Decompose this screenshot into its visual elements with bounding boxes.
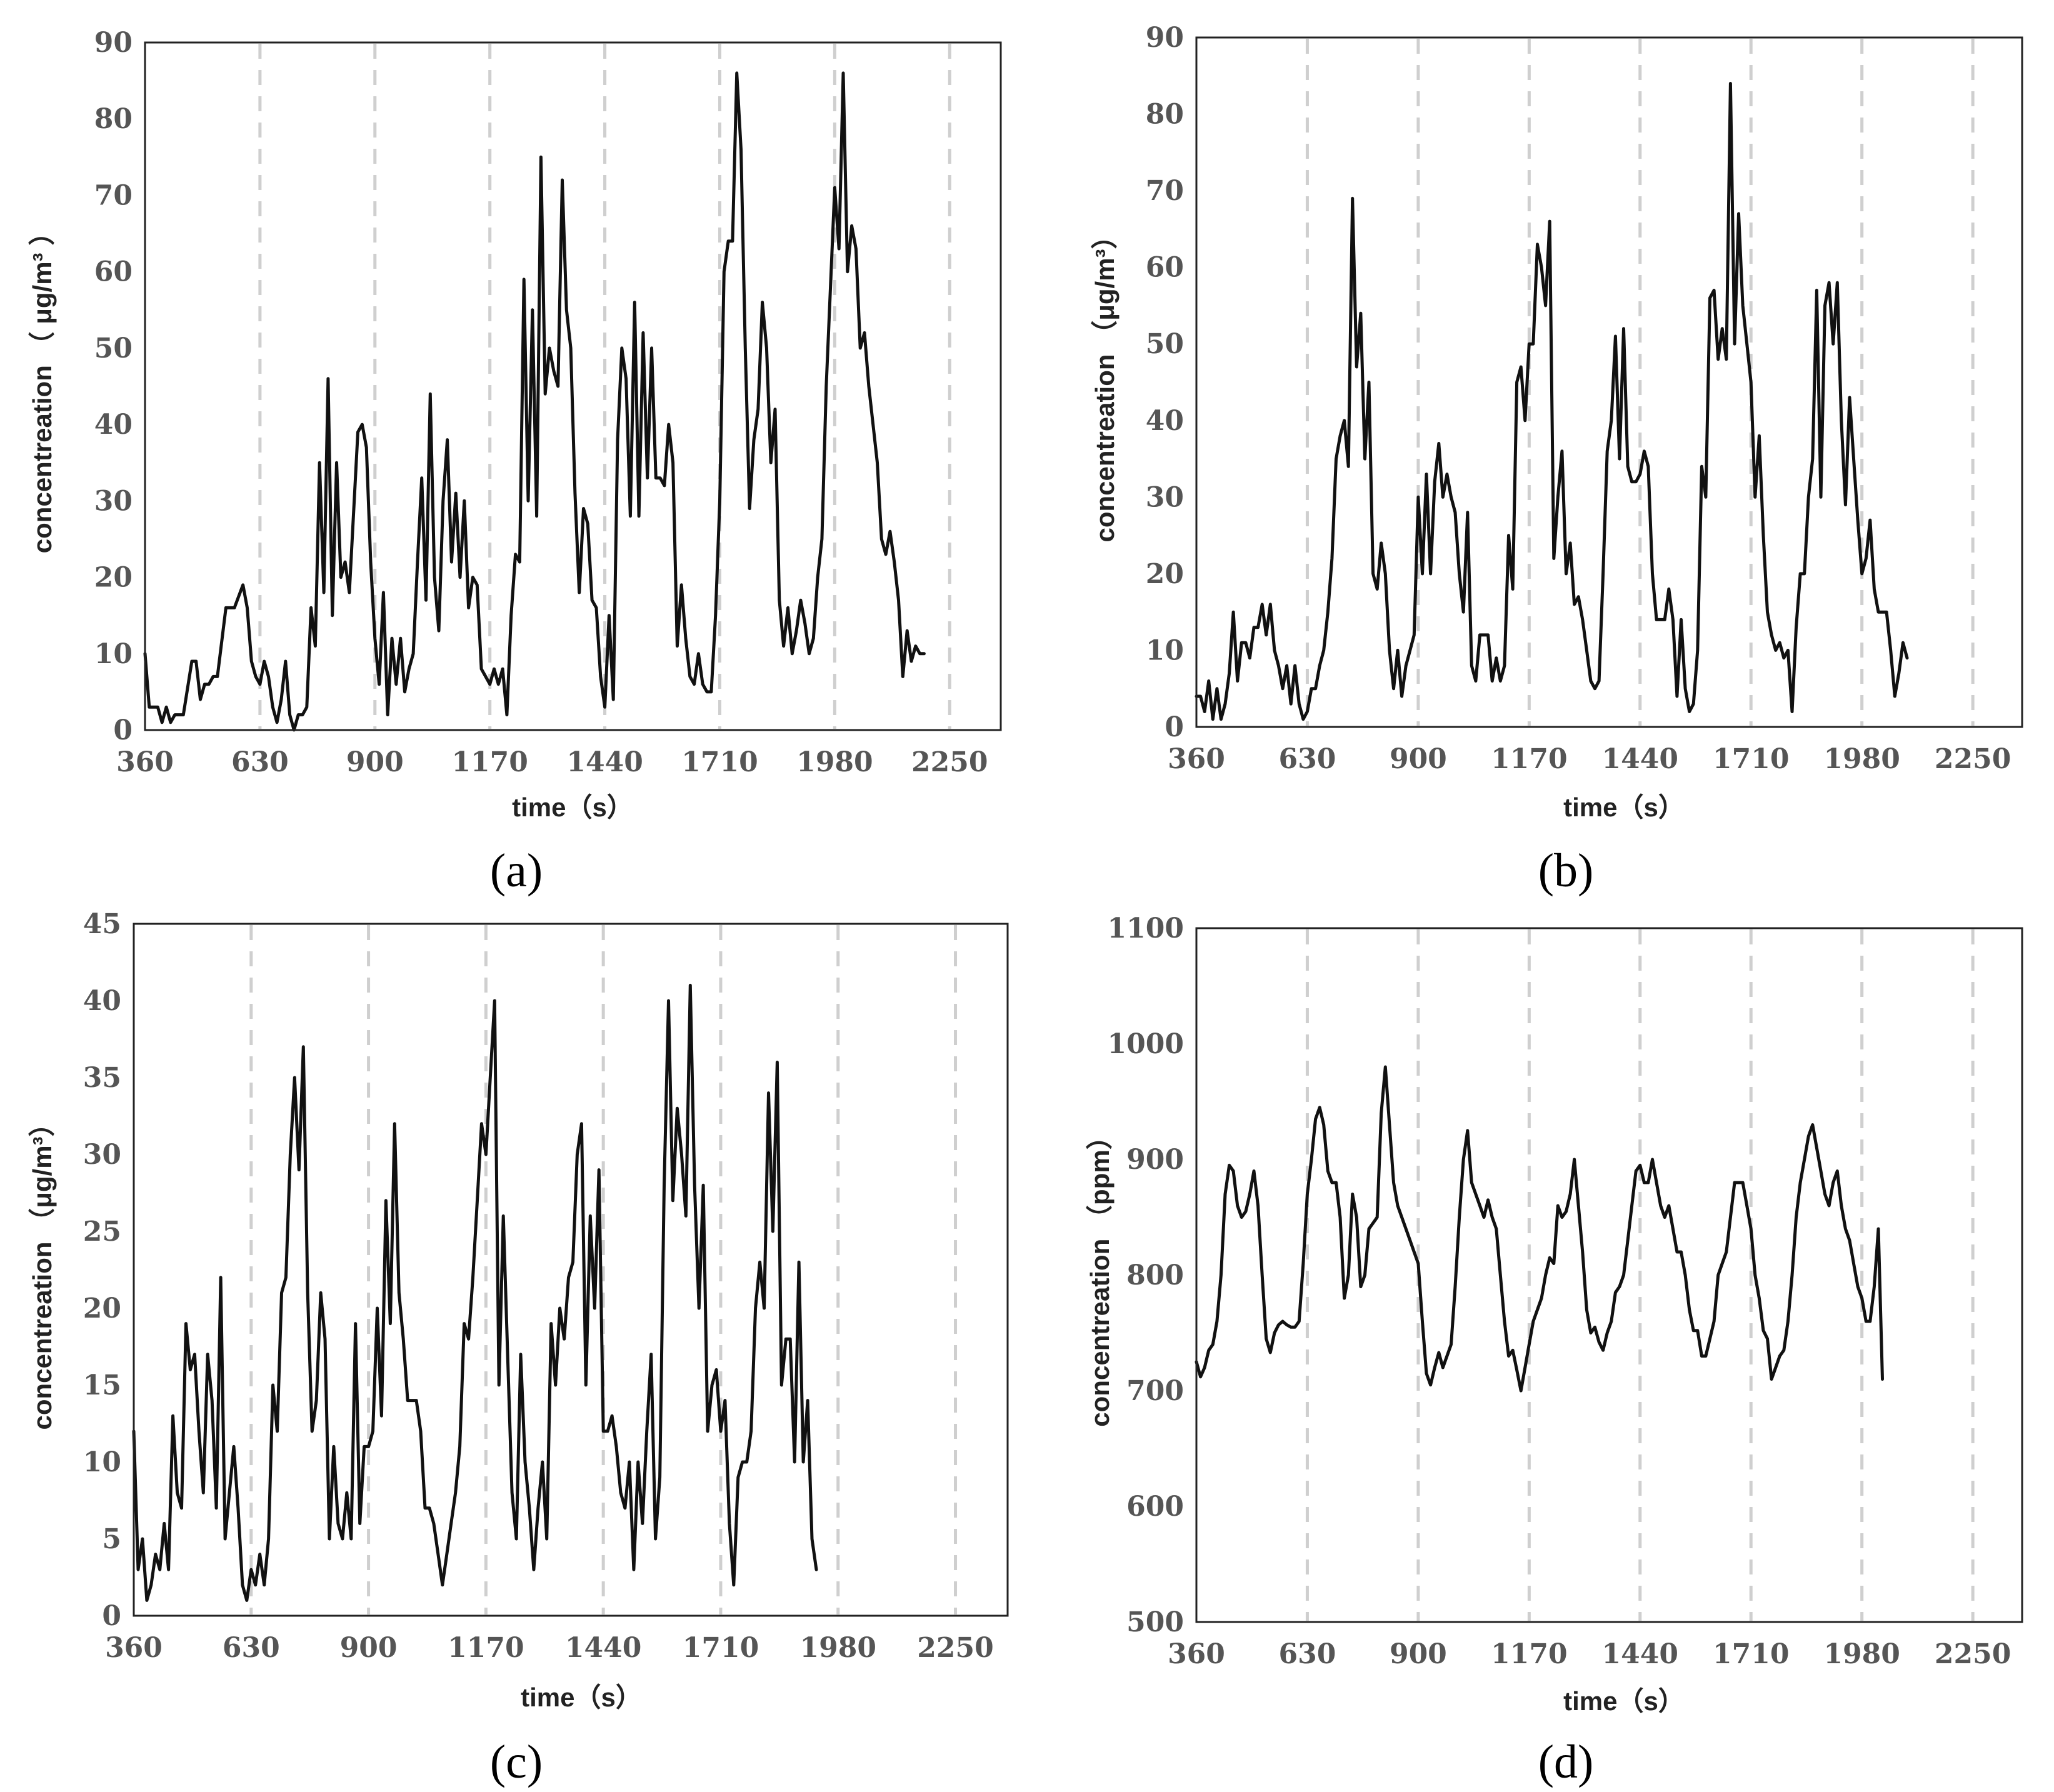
panel-a-xtick-2: 900 (346, 746, 404, 778)
panel-c-series-line (132, 983, 818, 1602)
panel-b-xtick-3: 1170 (1491, 743, 1567, 775)
panel-d-ytick-1: 600 (1126, 1491, 1184, 1523)
panel-a-ytick-0: 0 (113, 714, 133, 746)
panel-d-ytick-6: 1100 (1108, 913, 1184, 944)
panel-b-ytick-3: 30 (1146, 481, 1184, 513)
panel-b-ytick-9: 90 (1146, 22, 1184, 54)
panel-a-ytick-9: 90 (94, 27, 133, 59)
panel-a-ytick-8: 80 (94, 103, 133, 135)
panel-d-xtick-2: 900 (1390, 1638, 1447, 1670)
panel-c-xtick-0: 360 (105, 1632, 163, 1664)
panel-c-plot-frame (133, 923, 1009, 1617)
panel-d-xtick-5: 1710 (1713, 1638, 1789, 1670)
panel-d-ylabel: concentreation （ppm） (1085, 1123, 1115, 1426)
panel-d-label: (d) (1538, 1736, 1594, 1788)
panel-c-xlabel: time（s） (521, 1683, 642, 1712)
panel-d-ytick-0: 500 (1126, 1606, 1184, 1638)
panel-b: concentreation （μg/m³） time（s） (b) 360 63… (1090, 22, 2023, 897)
panel-d-ytick-3: 800 (1126, 1259, 1184, 1291)
panel-b-xtick-1: 630 (1279, 743, 1336, 775)
panel-b-xlabel: time（s） (1563, 793, 1685, 822)
panel-c-xtick-1: 630 (223, 1632, 280, 1664)
panel-d-xtick-3: 1170 (1491, 1638, 1567, 1670)
panel-c-xtick-4: 1440 (565, 1632, 641, 1664)
panel-b-plot-frame (1195, 36, 2023, 728)
panel-a: concentreation （ μg/m³ ） time（s） (a) 360… (28, 27, 1002, 897)
panel-c-ytick-3: 15 (83, 1369, 121, 1401)
panel-c-ylabel: concentreation （μg/m³） (28, 1110, 57, 1429)
panel-c-xtick-6: 1980 (800, 1632, 876, 1664)
panel-a-xtick-0: 360 (116, 746, 174, 778)
panel-a-ytick-4: 40 (94, 409, 133, 441)
panel-b-xtick-0: 360 (1168, 743, 1225, 775)
panel-a-ytick-5: 50 (94, 333, 133, 364)
panel-c-ytick-2: 10 (83, 1446, 121, 1478)
panel-d-ytick-5: 1000 (1108, 1028, 1184, 1060)
panel-d-xtick-0: 360 (1168, 1638, 1225, 1670)
panel-b-ytick-6: 60 (1146, 252, 1184, 284)
panel-a-ytick-6: 60 (94, 256, 133, 288)
panel-a-xtick-1: 630 (231, 746, 289, 778)
panel-a-xlabel: time（s） (512, 793, 633, 822)
panel-d-xtick-6: 1980 (1823, 1638, 1900, 1670)
panel-c-xtick-3: 1170 (448, 1632, 524, 1664)
panel-a-ylabel: concentreation （ μg/m³ ） (28, 219, 57, 553)
panel-d-series-line (1195, 1065, 1884, 1393)
panel-d-xtick-1: 630 (1279, 1638, 1336, 1670)
panel-d-xlabel: time（s） (1563, 1686, 1685, 1716)
panel-c-xtick-2: 900 (340, 1632, 398, 1664)
panel-b-series-line (1195, 82, 1909, 721)
panel-a-xtick-5: 1710 (681, 746, 758, 778)
panel-a-ytick-2: 20 (94, 562, 133, 594)
panel-b-label: (b) (1538, 844, 1594, 897)
panel-a-label: (a) (490, 844, 543, 897)
panel-d: concentreation （ppm） time（s） (d) 360 630 9… (1085, 913, 2023, 1788)
panel-b-xtick-4: 1440 (1602, 743, 1678, 775)
panel-b-xtick-5: 1710 (1713, 743, 1789, 775)
panel-c-ytick-0: 0 (102, 1600, 121, 1632)
panel-c-ytick-6: 30 (83, 1139, 121, 1171)
panel-c-xtick-5: 1710 (683, 1632, 759, 1664)
panel-c-ytick-5: 25 (83, 1216, 121, 1248)
panel-a-plot-frame (144, 41, 1002, 731)
panel-b-ytick-7: 70 (1146, 175, 1184, 207)
panel-c-label: (c) (490, 1736, 543, 1788)
panel-b-ytick-2: 20 (1146, 558, 1184, 590)
panel-a-series-line (143, 71, 926, 732)
panel-c-ytick-7: 35 (83, 1062, 121, 1094)
panel-b-ytick-0: 0 (1165, 711, 1184, 743)
panel-b-ytick-8: 80 (1146, 99, 1184, 131)
panel-b-xtick-2: 900 (1390, 743, 1447, 775)
panel-b-xtick-6: 1980 (1823, 743, 1900, 775)
panel-b-ytick-5: 50 (1146, 328, 1184, 360)
panel-d-xtick-4: 1440 (1602, 1638, 1678, 1670)
panel-a-xtick-6: 1980 (796, 746, 873, 778)
panel-c: concentreation （μg/m³） time（s） (c) 360 63… (28, 908, 1009, 1788)
panel-d-plot-frame (1195, 927, 2023, 1623)
panel-b-ytick-4: 40 (1146, 405, 1184, 437)
panel-d-xtick-7: 2250 (1935, 1638, 2011, 1670)
panel-c-xtick-7: 2250 (917, 1632, 993, 1664)
panel-a-ytick-1: 10 (94, 638, 133, 670)
panel-d-ytick-2: 700 (1126, 1375, 1184, 1407)
panel-c-ytick-9: 45 (83, 908, 121, 940)
panel-c-ytick-1: 5 (102, 1523, 121, 1555)
panel-b-ylabel: concentreation （μg/m³） (1090, 223, 1120, 542)
panel-a-xtick-4: 1440 (566, 746, 643, 778)
panel-a-ytick-7: 70 (94, 179, 133, 211)
panel-a-ytick-3: 30 (94, 485, 133, 517)
panel-c-ytick-8: 40 (83, 985, 121, 1017)
panel-b-xtick-7: 2250 (1935, 743, 2011, 775)
panel-a-xtick-3: 1170 (451, 746, 528, 778)
panel-d-ytick-4: 900 (1126, 1144, 1184, 1176)
panel-c-ytick-4: 20 (83, 1293, 121, 1324)
panel-b-ytick-1: 10 (1146, 634, 1184, 666)
panel-a-xtick-7: 2250 (911, 746, 988, 778)
